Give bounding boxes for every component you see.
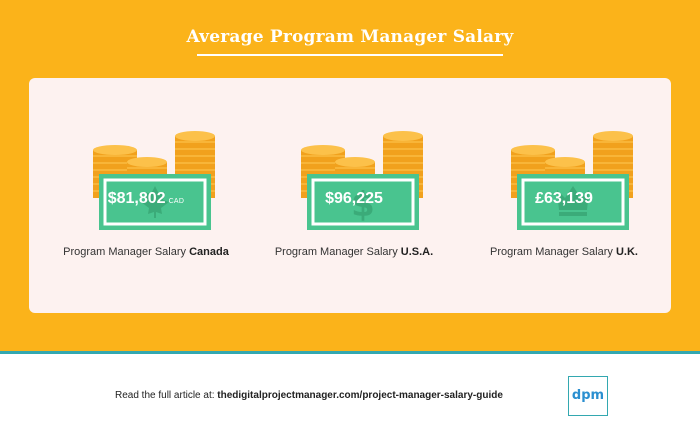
coins-and-bill-illustration: $ <box>301 131 423 230</box>
crown-icon <box>557 186 589 216</box>
dpm-logo: dpm <box>568 376 608 416</box>
coins-and-bill-illustration <box>511 131 633 230</box>
salary-caption: Program Manager Salary U.K. <box>490 246 638 258</box>
page-title: Average Program Manager Salary <box>186 27 514 47</box>
salary-card-usa: $ $96,225 Program Manager Salary U.S.A. <box>247 78 461 313</box>
salary-amount: $96,225 <box>325 190 383 207</box>
salary-caption: Program Manager Salary U.S.A. <box>274 246 434 258</box>
salary-panel: $81,802 CAD Program Manager Salary Canada <box>29 78 671 313</box>
salary-card-uk: £63,139 Program Manager Salary U.K. <box>457 78 671 313</box>
coins-and-bill-illustration <box>93 131 215 230</box>
salary-amount: $81,802 CAD <box>107 190 185 207</box>
maple-leaf-icon <box>141 186 169 218</box>
dollar-sign-icon: $ <box>351 185 375 225</box>
salary-caption: Program Manager Salary Canada <box>63 246 229 258</box>
footer-divider <box>0 351 700 354</box>
footer-text: Read the full article at: thedigitalproj… <box>115 390 503 401</box>
salary-card-canada: $81,802 CAD Program Manager Salary Canada <box>39 78 253 313</box>
article-link[interactable]: thedigitalprojectmanager.com/project-man… <box>217 390 503 401</box>
salary-amount: £63,139 <box>535 190 593 207</box>
country-name: U.K. <box>615 246 638 258</box>
currency-suffix: CAD <box>168 198 185 205</box>
country-name: Canada <box>189 246 229 258</box>
country-name: U.S.A. <box>400 246 434 258</box>
footer-prefix: Read the full article at: <box>115 390 218 401</box>
bill <box>307 174 419 230</box>
title-underline <box>197 54 503 56</box>
